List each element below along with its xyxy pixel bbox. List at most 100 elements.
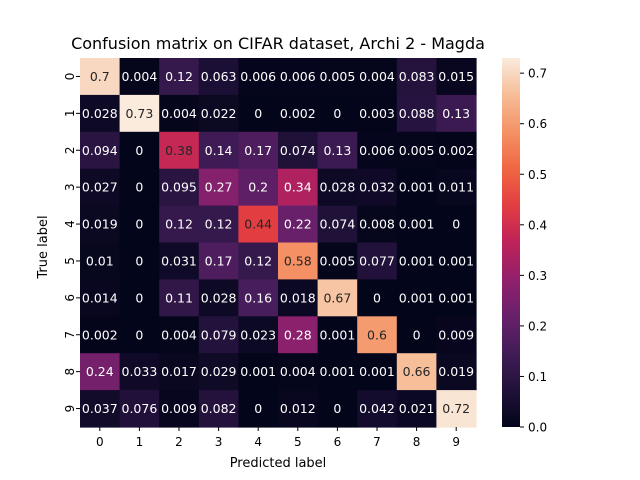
heatmap-cell: [317, 168, 358, 207]
heatmap-cell: [198, 279, 239, 317]
heatmap-cell: [436, 279, 477, 317]
heatmap-cell: [119, 168, 160, 207]
heatmap-cell: [198, 58, 239, 96]
heatmap-cell: [80, 205, 121, 244]
cell-value-label: 0: [135, 253, 143, 268]
y-axis-label: True label: [36, 215, 51, 279]
colorbar: [502, 58, 520, 427]
cell-value-label: 0.17: [244, 143, 272, 158]
heatmap-cell: [278, 131, 319, 170]
heatmap-cell: [436, 168, 477, 207]
heatmap-cell: [198, 316, 239, 354]
heatmap-cell: [80, 58, 121, 96]
cell-value-label: 0: [254, 401, 262, 416]
x-tick-label: 1: [136, 435, 144, 449]
heatmap-cell: [198, 205, 239, 244]
heatmap-cell: [198, 242, 239, 280]
cell-value-label: 0.44: [244, 217, 272, 232]
heatmap-cell: [357, 205, 398, 244]
heatmap-cell: [159, 390, 200, 428]
cell-value-label: 0.006: [280, 69, 316, 84]
cell-value-label: 0.27: [205, 180, 233, 195]
cell-value-label: 0.001: [399, 180, 435, 195]
cell-value-label: 0.001: [320, 327, 356, 342]
cell-value-label: 0.077: [359, 253, 395, 268]
heatmap-cell: [357, 353, 398, 391]
heatmap-cell: [436, 205, 477, 244]
heatmap-cell: [159, 279, 200, 317]
cell-value-label: 0.028: [320, 180, 356, 195]
heatmap-cell: [238, 131, 279, 170]
x-tick-label: 5: [294, 435, 302, 449]
cell-value-label: 0.11: [165, 290, 193, 305]
heatmap-cell: [357, 58, 398, 96]
heatmap-cell: [357, 131, 398, 170]
cell-value-label: 0.004: [161, 106, 197, 121]
colorbar-tick-label: 0.5: [528, 168, 547, 182]
cell-value-label: 0.006: [240, 69, 276, 84]
cell-value-label: 0.018: [280, 290, 316, 305]
cell-value-label: 0.063: [201, 69, 237, 84]
x-tick-label: 9: [452, 435, 460, 449]
heatmap-cell: [357, 94, 398, 133]
cell-value-label: 0.074: [320, 217, 356, 232]
heatmap-cell: [238, 353, 279, 391]
colorbar-tick-label: 0.6: [528, 117, 547, 131]
y-axis-ticks: 0 1 2 3 4 5 6 7 8 9: [63, 73, 80, 412]
x-tick-label: 2: [175, 435, 183, 449]
heatmap-cell: [357, 279, 398, 317]
heatmap-cell: [396, 353, 437, 391]
heatmap-cell: [119, 94, 160, 133]
cell-value-label: 0.032: [359, 180, 395, 195]
y-tick-label: 0: [63, 73, 77, 81]
colorbar-tick-label: 0.0: [528, 421, 547, 435]
cell-value-label: 0: [135, 290, 143, 305]
heatmap-cell: [317, 316, 358, 354]
cell-value-label: 0.094: [82, 143, 118, 158]
y-tick-label: 8: [63, 368, 77, 376]
cell-value-label: 0.037: [82, 401, 118, 416]
y-tick-label: 6: [63, 294, 77, 302]
cell-value-label: 0.58: [284, 253, 312, 268]
cell-value-label: 0.015: [438, 69, 474, 84]
heatmap-cell: [396, 242, 437, 280]
heatmap-cell: [436, 131, 477, 170]
heatmap-cell: [198, 168, 239, 207]
cell-value-label: 0.001: [399, 217, 435, 232]
cell-value-label: 0.022: [201, 106, 237, 121]
cell-value-label: 0.38: [165, 143, 193, 158]
heatmap-cell: [278, 94, 319, 133]
cell-value-label: 0.7: [90, 69, 110, 84]
heatmap-cell: [436, 242, 477, 280]
cell-value-label: 0.01: [86, 253, 114, 268]
heatmap-cell: [80, 279, 121, 317]
cell-value-label: 0.042: [359, 401, 395, 416]
cell-value-label: 0.12: [165, 217, 193, 232]
cell-value-label: 0.13: [442, 106, 470, 121]
cell-value-label: 0.72: [442, 401, 470, 416]
cell-value-label: 0.088: [399, 106, 435, 121]
heatmap-cell: [357, 316, 398, 354]
heatmap-cell: [317, 242, 358, 280]
heatmap-cell: [278, 353, 319, 391]
cell-value-label: 0.001: [359, 364, 395, 379]
heatmap-cell: [357, 390, 398, 428]
heatmap-cell: [436, 94, 477, 133]
cell-value-label: 0.082: [201, 401, 237, 416]
heatmap-cell: [278, 390, 319, 428]
cell-value-label: 0.001: [438, 253, 474, 268]
cell-value-label: 0.22: [284, 217, 312, 232]
heatmap-cell: [238, 94, 279, 133]
heatmap-cell: [119, 279, 160, 317]
heatmap-cell: [80, 242, 121, 280]
cell-value-label: 0.004: [280, 364, 316, 379]
cell-value-label: 0: [135, 217, 143, 232]
heatmap-cell: [119, 58, 160, 96]
cell-value-label: 0.019: [82, 217, 118, 232]
cell-value-label: 0.005: [320, 253, 356, 268]
heatmap-cell: [396, 94, 437, 133]
heatmap-cell: [278, 316, 319, 354]
chart-title: Confusion matrix on CIFAR dataset, Archi…: [71, 34, 485, 53]
heatmap-cell: [159, 242, 200, 280]
cell-value-label: 0.14: [205, 143, 233, 158]
